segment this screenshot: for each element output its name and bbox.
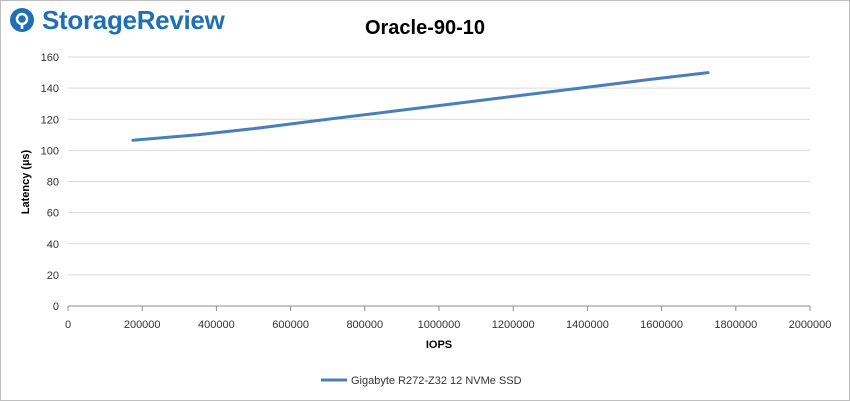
- y-tick-label: 80: [47, 177, 59, 189]
- x-tick-label: 1800000: [714, 319, 757, 331]
- x-axis-label: IOPS: [426, 339, 452, 351]
- brand-name: StorageReview: [42, 4, 225, 35]
- x-tick-label: 1600000: [640, 319, 683, 331]
- y-tick-label: 140: [41, 83, 59, 95]
- series-layer: [131, 71, 710, 142]
- brand-logo: StorageReview: [8, 4, 225, 35]
- x-tick-label: 1200000: [492, 319, 535, 331]
- y-tick-label: 60: [47, 208, 59, 220]
- y-axis-label: Latency (µs): [20, 149, 32, 214]
- x-tick-label: 1400000: [566, 319, 609, 331]
- x-tick-label: 200000: [124, 319, 161, 331]
- x-tick-label: 800000: [346, 319, 383, 331]
- y-tick-label: 160: [41, 52, 59, 64]
- chart-title: Oracle-90-10: [365, 17, 485, 39]
- y-tick-label: 20: [47, 270, 59, 282]
- gridlines: [68, 56, 810, 276]
- x-tick-label: 0: [65, 319, 71, 331]
- legend-label: Gigabyte R272-Z32 12 NVMe SSD: [351, 375, 522, 387]
- y-tick-label: 0: [53, 301, 59, 313]
- x-tick-label: 400000: [198, 319, 235, 331]
- x-tick-label: 2000000: [789, 319, 832, 331]
- y-tick-label: 120: [41, 114, 59, 126]
- legend: Gigabyte R272-Z32 12 NVMe SSD: [321, 375, 522, 387]
- storagereview-logo-icon: [10, 8, 34, 32]
- x-tick-label: 1000000: [418, 319, 461, 331]
- y-tick-label: 100: [41, 145, 59, 157]
- y-tick-label: 40: [47, 239, 59, 251]
- y-axis-ticks: 0 20 40 60 80 100 120 140 160: [41, 52, 59, 313]
- x-tick-label: 600000: [272, 319, 309, 331]
- x-axis-ticks: 0 200000 400000 600000 800000 1000000 1200000 1…: [65, 306, 831, 331]
- series-line: [131, 71, 710, 142]
